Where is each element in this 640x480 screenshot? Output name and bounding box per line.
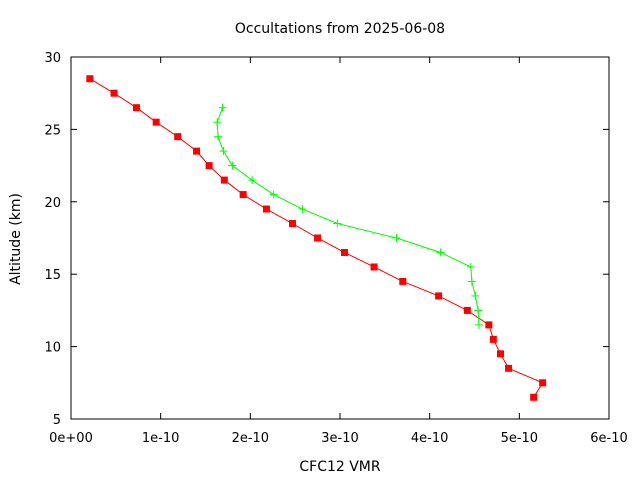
y-tick-label: 10 — [44, 341, 61, 356]
data-point — [228, 161, 237, 170]
data-point — [505, 364, 513, 372]
data-point — [219, 147, 228, 156]
y-tick-label: 25 — [44, 123, 61, 138]
x-tick-label: 3e-10 — [321, 431, 359, 446]
data-point — [489, 335, 497, 343]
data-point — [269, 190, 278, 199]
data-point — [110, 89, 118, 97]
data-point — [239, 191, 247, 199]
data-point — [392, 234, 401, 242]
series-layer — [86, 75, 547, 401]
chart-title: Occultations from 2025-06-08 — [235, 21, 445, 37]
data-point — [497, 350, 505, 358]
data-point — [466, 262, 475, 271]
data-point — [262, 205, 270, 213]
data-point — [471, 291, 480, 300]
data-point — [530, 393, 538, 401]
data-point — [174, 133, 182, 141]
data-point — [193, 147, 201, 155]
x-tick-label: 0e+00 — [49, 431, 93, 446]
x-tick-label: 2e-10 — [232, 431, 270, 446]
data-point — [435, 292, 443, 300]
series-0 — [86, 75, 547, 401]
y-tick-label: 5 — [53, 413, 61, 428]
y-axis-label: Altitude (km) — [8, 193, 24, 285]
x-tick-label: 5e-10 — [501, 431, 539, 446]
data-point — [218, 103, 227, 112]
data-point — [132, 104, 140, 112]
data-point — [152, 118, 160, 126]
data-point — [314, 234, 322, 242]
x-tick-label: 1e-10 — [142, 431, 180, 446]
data-point — [539, 379, 547, 387]
data-point — [214, 132, 223, 141]
series-line — [216, 107, 480, 325]
data-point — [288, 220, 296, 228]
data-point — [474, 306, 483, 315]
data-point — [467, 277, 476, 286]
data-point — [463, 306, 471, 314]
x-tick-label: 6e-10 — [590, 431, 628, 446]
data-point — [248, 176, 257, 185]
plot-frame — [70, 56, 610, 420]
y-tick-label: 15 — [44, 268, 61, 283]
y-tick-label: 20 — [44, 196, 61, 211]
data-point — [213, 118, 222, 127]
y-tick-label: 30 — [44, 51, 61, 66]
data-point — [474, 320, 483, 329]
axis-ticks: 0e+00 1e-10 2e-10 3e-10 4e-10 5e-10 6e-10 5 10 15… — [44, 51, 627, 446]
x-axis-label: CFC12 VMR — [299, 459, 381, 475]
data-point — [370, 263, 378, 271]
series-1 — [213, 103, 483, 329]
data-point — [220, 176, 228, 184]
x-tick-label: 4e-10 — [411, 431, 449, 446]
data-point — [298, 205, 307, 214]
data-point — [436, 248, 445, 257]
data-point — [86, 75, 94, 83]
data-point — [333, 219, 342, 228]
data-point — [205, 162, 213, 170]
data-point — [340, 248, 348, 256]
data-point — [485, 321, 493, 329]
data-point — [399, 277, 407, 285]
